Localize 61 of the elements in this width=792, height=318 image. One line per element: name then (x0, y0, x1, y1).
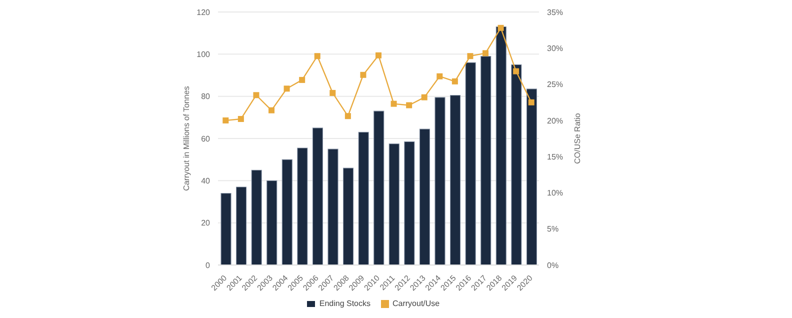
y2-tick-label: 10% (547, 188, 564, 198)
bar (480, 56, 492, 265)
point (482, 50, 488, 56)
bar (251, 170, 262, 265)
point (528, 99, 534, 106)
bar (312, 128, 324, 265)
point (376, 52, 382, 58)
y2-tick-label: 35% (547, 8, 564, 17)
bar (282, 159, 292, 265)
bar (496, 26, 506, 265)
y2-tick-label: 15% (547, 152, 564, 162)
bar (374, 110, 384, 265)
bar (526, 88, 538, 265)
point (299, 76, 306, 83)
point (360, 72, 366, 78)
y2-axis-title: CO/USe Ratio (572, 112, 582, 164)
y-tick-label: 40 (201, 176, 211, 186)
y-tick-label: 0 (206, 260, 211, 270)
bar (266, 180, 278, 265)
point (268, 107, 274, 114)
point (314, 53, 320, 60)
y-tick-label: 80 (201, 92, 211, 102)
bar (419, 128, 430, 265)
point (498, 24, 504, 31)
bar (450, 94, 461, 265)
bar (358, 132, 369, 265)
point (284, 86, 290, 92)
point (344, 113, 351, 120)
point (238, 116, 244, 122)
y2-tick-label: 20% (547, 116, 564, 126)
bar (388, 143, 400, 265)
point (390, 100, 397, 107)
bar (297, 148, 308, 265)
y2-tick-label: 25% (547, 80, 564, 90)
bar (220, 193, 232, 265)
point (452, 78, 458, 84)
y-tick-label: 20 (201, 218, 211, 228)
bar (328, 148, 338, 265)
legend-label: Carryout/Use (392, 299, 440, 308)
bar (342, 168, 354, 265)
point (513, 68, 520, 74)
bar (236, 186, 247, 265)
y2-tick-label: 30% (547, 44, 564, 53)
y-axis-title: Carryout in Millions of Tonnes (182, 86, 191, 191)
point (406, 102, 412, 108)
bar (434, 97, 446, 265)
y-tick-label: 100 (196, 50, 211, 60)
bar (404, 141, 415, 265)
point (330, 90, 336, 96)
y-tick-label: 120 (196, 8, 211, 17)
point (222, 117, 229, 124)
point (421, 94, 428, 100)
bar (511, 64, 522, 265)
point (436, 73, 443, 80)
legend-label: Ending Stocks (319, 299, 370, 308)
y2-tick-label: 0% (547, 260, 559, 270)
point (253, 92, 260, 98)
y2-tick-label: 5% (547, 224, 559, 234)
bar (465, 62, 476, 265)
point (467, 53, 474, 60)
y-tick-label: 60 (201, 134, 211, 144)
